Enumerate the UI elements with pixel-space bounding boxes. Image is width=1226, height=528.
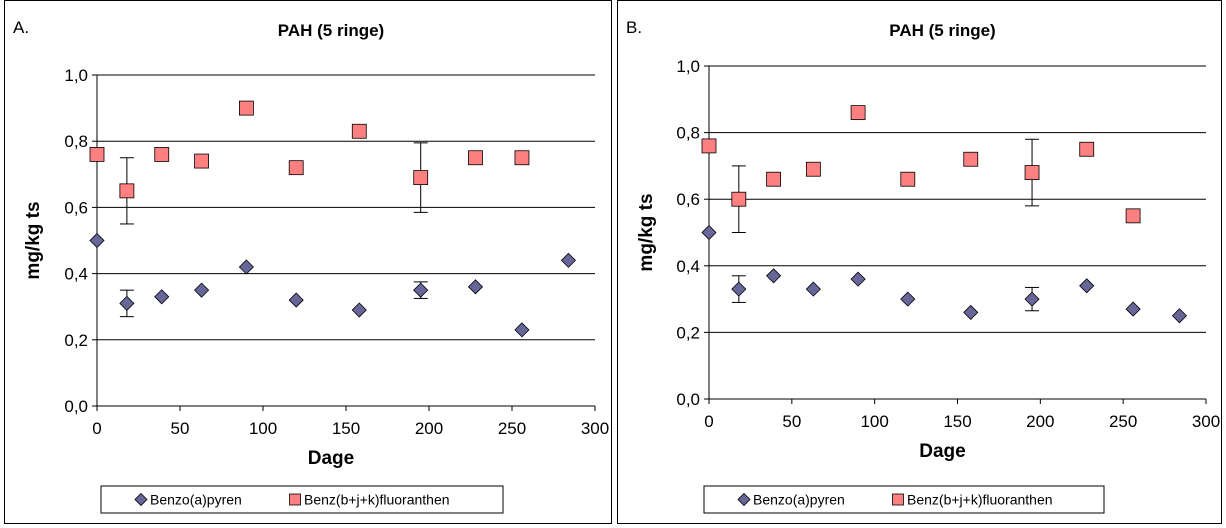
y-tick-label: 0,8: [64, 132, 88, 151]
data-point-benz-fluoranthen: [89, 147, 105, 162]
data-point-benzo-a-pyren: [1125, 301, 1141, 317]
x-tick-label: 50: [782, 412, 801, 431]
legend-marker-diamond: [134, 492, 148, 507]
chart-panel-a: A. PAH (5 ringe) 0,0 0,2 0,4 0,6 0,8 1,0 0 50 100 1…: [4, 0, 612, 524]
data-point-benz-fluoranthen: [701, 138, 717, 154]
legend-marker-square: [892, 493, 904, 506]
data-point-benzo-a-pyren: [351, 302, 367, 318]
data-point-benzo-a-pyren: [154, 289, 170, 305]
data-point-benzo-a-pyren: [963, 304, 979, 320]
data-point-benzo-a-pyren: [467, 279, 484, 295]
data-point-benzo-a-pyren: [514, 322, 530, 338]
y-tick-label: 0,8: [676, 124, 700, 143]
legend-label: Benz(b+j+k)fluoranthen: [304, 492, 450, 508]
x-tick-label: 250: [498, 419, 526, 438]
legend-label: Benzo(a)pyren: [150, 492, 242, 508]
data-point-benz-fluoranthen: [850, 105, 866, 121]
data-point-benz-fluoranthen: [766, 171, 782, 187]
data-point-benzo-a-pyren: [805, 281, 821, 297]
data-point-benzo-a-pyren: [288, 292, 304, 308]
data-point-benzo-a-pyren: [119, 295, 135, 311]
legend-marker-diamond: [737, 492, 751, 507]
panel-label: A.: [13, 18, 29, 37]
x-tick-label: 300: [1192, 412, 1220, 431]
data-point-benz-fluoranthen: [194, 153, 209, 169]
x-tick-label: 150: [332, 419, 360, 438]
data-point-benz-fluoranthen: [154, 147, 170, 162]
data-point-benzo-a-pyren: [900, 291, 916, 307]
data-point-benz-fluoranthen: [413, 170, 429, 186]
chart-b-svg: B. PAH (5 ringe) 0,0 0,2 0,4 0,6 0,8 1,0 0 50 100 1…: [626, 18, 1220, 514]
legend-box: [100, 485, 504, 514]
y-tick-label: 0,2: [676, 323, 700, 342]
x-tick-label: 100: [860, 412, 888, 431]
y-axis-label: mg/kg ts: [636, 193, 657, 271]
x-tick-label: 200: [415, 419, 443, 438]
data-point-benz-fluoranthen: [805, 161, 821, 177]
legend-label: Benz(b+j+k)fluoranthen: [907, 492, 1053, 508]
y-tick-label: 0,2: [64, 331, 88, 350]
data-point-benzo-a-pyren: [238, 259, 254, 275]
y-tick-label: 0,4: [64, 265, 88, 284]
data-point-benzo-a-pyren: [766, 268, 782, 284]
x-tick-label: 0: [92, 419, 101, 438]
y-tick-label: 0,0: [64, 397, 88, 416]
data-point-benz-fluoranthen: [514, 150, 530, 166]
data-point-benz-fluoranthen: [1125, 208, 1141, 224]
data-point-benz-fluoranthen: [900, 171, 916, 187]
data-point-benzo-a-pyren: [89, 232, 105, 249]
data-point-benz-fluoranthen: [288, 160, 304, 176]
x-axis-label: Dage: [308, 448, 354, 469]
data-point-benzo-a-pyren: [731, 281, 747, 297]
data-point-benz-fluoranthen: [468, 150, 483, 166]
y-tick-label: 0,6: [676, 190, 700, 209]
y-tick-label: 0,6: [64, 198, 88, 217]
data-point-benzo-a-pyren: [1079, 278, 1095, 294]
y-tick-label: 1,0: [676, 57, 700, 76]
x-tick-label: 100: [249, 419, 277, 438]
legend-marker-square: [289, 493, 301, 506]
data-point-benz-fluoranthen: [963, 151, 979, 167]
data-point-benz-fluoranthen: [1079, 141, 1095, 157]
legend: Benzo(a)pyren Benz(b+j+k)fluoranthen: [703, 485, 1105, 514]
data-point-benzo-a-pyren: [701, 224, 717, 241]
x-tick-label: 0: [704, 412, 713, 431]
data-point-benzo-a-pyren: [1171, 308, 1188, 324]
y-tick-label: 0,0: [676, 390, 700, 409]
x-tick-label: 200: [1026, 412, 1054, 431]
data-point-benzo-a-pyren: [413, 282, 429, 298]
data-point-benz-fluoranthen: [351, 123, 367, 139]
x-tick-label: 250: [1109, 412, 1137, 431]
data-point-benzo-a-pyren: [1024, 291, 1040, 307]
data-point-benzo-a-pyren: [560, 252, 577, 268]
chart-title: PAH (5 ringe): [278, 21, 384, 40]
x-tick-label: 50: [171, 419, 190, 438]
chart-panel-b: B. PAH (5 ringe) 0,0 0,2 0,4 0,6 0,8 1,0 0 50 100 1…: [617, 0, 1222, 524]
x-tick-label: 300: [581, 419, 609, 438]
legend-box: [703, 485, 1105, 514]
data-point-benz-fluoranthen: [238, 100, 254, 116]
legend-label: Benzo(a)pyren: [753, 492, 845, 508]
chart-a-svg: A. PAH (5 ringe) 0,0 0,2 0,4 0,6 0,8 1,0 0 50 100 1…: [13, 18, 609, 514]
chart-title: PAH (5 ringe): [889, 21, 995, 40]
y-tick-label: 1,0: [64, 66, 88, 85]
legend: Benzo(a)pyren Benz(b+j+k)fluoranthen: [100, 485, 504, 514]
y-tick-label: 0,4: [676, 257, 700, 276]
data-point-benz-fluoranthen: [119, 183, 135, 199]
x-tick-label: 150: [943, 412, 971, 431]
x-axis-label: Dage: [919, 441, 965, 462]
data-point-benz-fluoranthen: [1024, 165, 1040, 180]
data-point-benz-fluoranthen: [731, 191, 747, 207]
y-axis-label: mg/kg ts: [23, 201, 44, 279]
data-point-benzo-a-pyren: [194, 282, 210, 298]
panel-label: B.: [626, 18, 642, 37]
data-point-benzo-a-pyren: [850, 271, 866, 287]
